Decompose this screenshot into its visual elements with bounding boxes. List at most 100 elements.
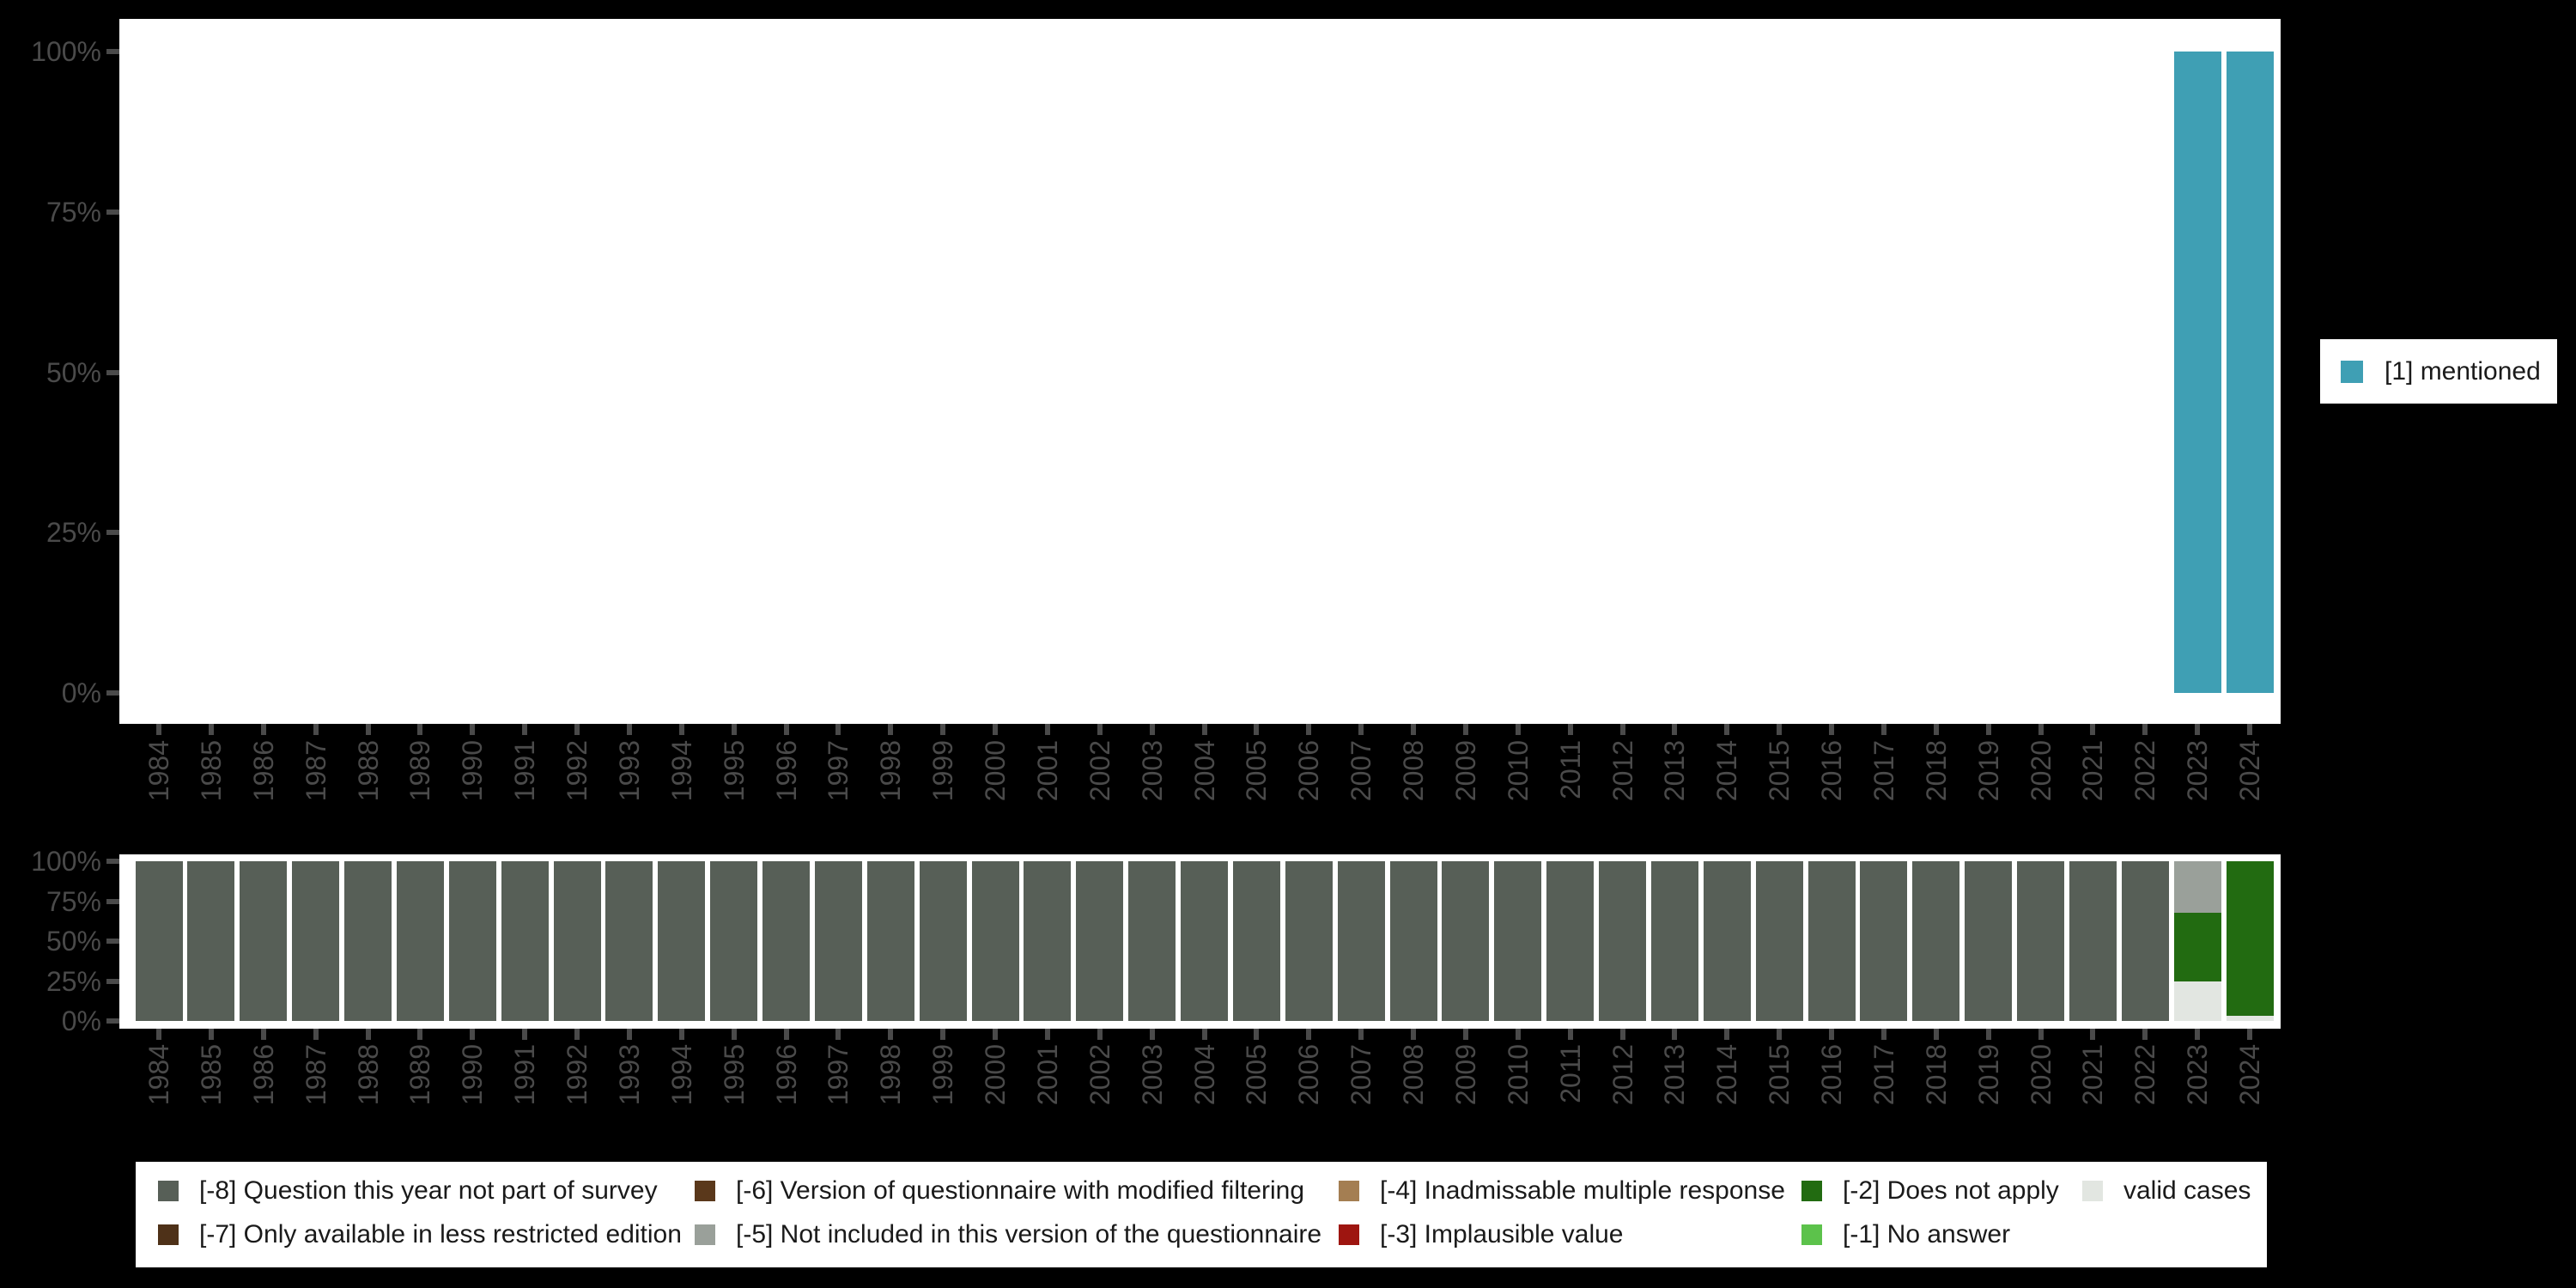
- x-axis-year-label: 2002: [1084, 1044, 1115, 1106]
- valid-codes-by-year-bar-segment-mentioned-2023: [2173, 52, 2221, 693]
- x-axis-year-label: 1985: [195, 1044, 227, 1106]
- missing-codes-by-year-bar-segment-minus8-1994: [658, 861, 706, 1021]
- legend-item-minus2: [-2] Does not apply: [1801, 1176, 2059, 1205]
- x-axis-year-label: 1993: [613, 740, 645, 802]
- legend-label-minus6: [-6] Version of questionnaire with modif…: [736, 1176, 1305, 1205]
- x-axis-tick: [1306, 724, 1312, 735]
- missing-codes-by-year-bar-segment-minus8-1985: [187, 861, 235, 1021]
- x-axis-tick: [365, 1029, 371, 1040]
- x-axis-tick: [1777, 724, 1783, 735]
- x-axis-tick: [1933, 724, 1939, 735]
- missing-codes-by-year-bar-segment-valid-2024: [2226, 1016, 2274, 1021]
- missing-codes-by-year-bar-segment-minus8-1996: [762, 861, 810, 1021]
- x-axis-year-label: 2022: [2129, 740, 2161, 802]
- x-axis-tick: [2195, 1029, 2201, 1040]
- x-axis-tick: [2090, 1029, 2096, 1040]
- x-axis-tick: [1619, 1029, 1625, 1040]
- x-axis-year-label: 1992: [562, 1044, 592, 1106]
- x-axis-year-label: 2000: [980, 1044, 1011, 1106]
- x-axis-tick: [888, 1029, 894, 1040]
- missing-codes-by-year-bar-segment-minus8-2022: [2121, 861, 2169, 1021]
- x-axis-year-label: 2020: [2025, 1044, 2057, 1106]
- x-axis-year-label: 1990: [457, 1044, 489, 1106]
- x-axis-tick: [1201, 1029, 1207, 1040]
- x-axis-tick: [1254, 724, 1260, 735]
- x-axis-year-label: 1991: [509, 1044, 541, 1106]
- x-axis-year-label: 2008: [1398, 740, 1429, 802]
- x-axis-year-label: 2010: [1502, 740, 1534, 802]
- x-axis-year-label: 2016: [1816, 740, 1847, 802]
- missing-codes-by-year-bar-segment-minus8-2004: [1181, 861, 1228, 1021]
- valid-codes-by-year-bar-segment-mentioned-2024: [2226, 52, 2274, 693]
- x-axis-year-label: 2022: [2129, 1044, 2161, 1106]
- y-axis-tick: [106, 898, 119, 904]
- missing-codes-by-year-bar-segment-minus2-2023: [2173, 913, 2221, 981]
- x-axis-tick: [626, 724, 632, 735]
- y-axis-tick-label: 75%: [46, 885, 101, 917]
- x-axis-year-label: 1985: [195, 740, 227, 802]
- x-axis-year-label: 1994: [665, 1044, 697, 1106]
- x-axis-tick: [1829, 724, 1834, 735]
- x-axis-year-label: 2011: [1554, 740, 1586, 799]
- x-axis-year-label: 1992: [562, 740, 592, 802]
- x-axis-year-label: 1989: [404, 740, 436, 802]
- legend-swatch-minus2: [1801, 1181, 1822, 1201]
- x-axis-year-label: 2019: [1972, 1044, 2004, 1106]
- x-axis-tick: [993, 724, 998, 735]
- x-axis-year-label: 2003: [1136, 1044, 1168, 1106]
- x-axis-tick: [2142, 1029, 2148, 1040]
- x-axis-year-label: 2020: [2025, 740, 2057, 802]
- x-axis-year-label: 2001: [1031, 1044, 1063, 1106]
- x-axis-tick: [888, 724, 894, 735]
- x-axis-tick: [1149, 1029, 1155, 1040]
- legend-swatch-minus3: [1339, 1224, 1359, 1245]
- x-axis-year-label: 1987: [300, 1044, 331, 1106]
- missing-codes-by-year-bar-segment-minus8-2007: [1337, 861, 1385, 1021]
- x-axis-tick: [1306, 1029, 1312, 1040]
- y-axis-tick: [106, 859, 119, 864]
- missing-codes-by-year-bar-segment-minus8-2014: [1703, 861, 1751, 1021]
- x-axis-year-label: 2011: [1554, 1044, 1586, 1103]
- x-axis-tick: [574, 1029, 580, 1040]
- legend-label-minus3: [-3] Implausible value: [1380, 1220, 1624, 1249]
- y-axis-tick: [106, 1018, 119, 1024]
- x-axis-year-label: 2018: [1920, 740, 1952, 802]
- x-axis-year-label: 2005: [1241, 1044, 1273, 1106]
- x-axis-year-label: 2007: [1346, 740, 1377, 802]
- x-axis-tick: [260, 1029, 266, 1040]
- x-axis-year-label: 2023: [2182, 740, 2214, 802]
- x-axis-year-label: 1990: [457, 740, 489, 802]
- x-axis-tick: [1411, 1029, 1416, 1040]
- missing-codes-by-year-bar-segment-minus8-2008: [1389, 861, 1437, 1021]
- missing-codes-by-year-bar-segment-minus8-1991: [501, 861, 549, 1021]
- x-axis-year-label: 1997: [823, 1044, 854, 1106]
- x-axis-year-label: 1997: [823, 740, 854, 802]
- x-axis-tick: [993, 1029, 998, 1040]
- x-axis-tick: [626, 1029, 632, 1040]
- y-axis-tick-label: 0%: [61, 1005, 101, 1036]
- x-axis-tick: [417, 1029, 423, 1040]
- x-axis-tick: [1462, 724, 1468, 735]
- missing-codes-by-year-bar-segment-minus8-2002: [1076, 861, 1124, 1021]
- x-axis-year-label: 2013: [1659, 1044, 1691, 1106]
- missing-codes-by-year-bar-segment-minus8-2012: [1599, 861, 1646, 1021]
- y-axis-tick-label: 25%: [46, 965, 101, 997]
- y-axis-tick: [106, 209, 119, 215]
- x-axis-year-label: 2018: [1920, 1044, 1952, 1106]
- missing-codes-by-year-bar-segment-minus8-2015: [1755, 861, 1803, 1021]
- x-axis-year-label: 1995: [718, 740, 750, 802]
- x-axis-year-label: 2010: [1502, 1044, 1534, 1106]
- x-axis-year-label: 2024: [2234, 1044, 2265, 1106]
- y-axis-tick: [106, 369, 119, 375]
- x-axis-year-label: 1993: [613, 1044, 645, 1106]
- x-axis-year-label: 1996: [770, 1044, 802, 1106]
- x-axis-tick: [1462, 1029, 1468, 1040]
- x-axis-tick: [678, 724, 684, 735]
- missing-codes-by-year-bar-segment-minus8-1984: [135, 861, 183, 1021]
- x-axis-year-label: 2005: [1241, 740, 1273, 802]
- legend-item-minus6: [-6] Version of questionnaire with modif…: [695, 1176, 1305, 1205]
- missing-codes-by-year-bar-segment-minus8-2017: [1860, 861, 1908, 1021]
- x-axis-tick: [1672, 1029, 1678, 1040]
- legend-swatch-minus7: [158, 1224, 179, 1245]
